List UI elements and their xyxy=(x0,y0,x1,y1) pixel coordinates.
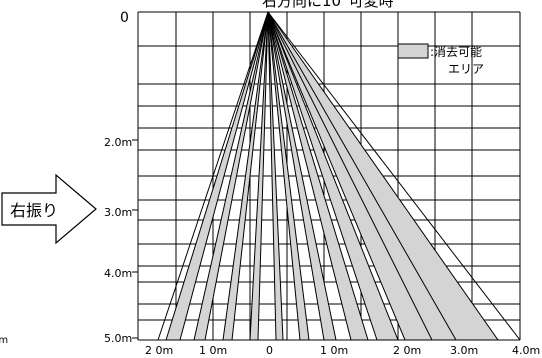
detection-zone xyxy=(165,11,269,341)
detection-zones xyxy=(157,11,521,341)
legend-label-line2: エリア xyxy=(448,62,484,76)
right-swing-arrow: 右振り xyxy=(1,173,97,245)
detection-zone xyxy=(267,11,499,341)
detection-zone xyxy=(249,11,269,341)
x-label-20m-right: 2 0m xyxy=(393,344,421,357)
y-label-2m: 2.0m xyxy=(104,136,132,149)
x-label-20m-left: 2 0m xyxy=(145,344,173,357)
legend: :消去可能 エリア xyxy=(397,43,484,76)
diagram-title: 右方向に10°可変時 xyxy=(262,0,394,10)
zone-boundary-line xyxy=(267,11,521,341)
y-label-5m: 5.0m xyxy=(104,332,132,345)
detection-zone xyxy=(267,11,284,341)
detection-zone xyxy=(267,11,369,341)
legend-label-line1: :消去可能 xyxy=(430,45,482,59)
legend-swatch xyxy=(397,43,429,59)
detection-zone xyxy=(193,11,269,341)
x-label-10m-right: 1 0m xyxy=(320,344,348,357)
arrow-label: 右振り xyxy=(10,201,58,220)
origin-label: 0 xyxy=(120,10,129,26)
y-label-4m: 4.0m xyxy=(104,267,132,280)
x-label-0: 0 xyxy=(266,344,273,357)
x-label-10m-left: 1 0m xyxy=(199,344,227,357)
detection-zone xyxy=(267,11,399,341)
arrow-icon xyxy=(1,173,97,245)
detection-zone xyxy=(222,11,269,341)
detection-zone xyxy=(267,11,337,341)
zone-boundary-line xyxy=(157,11,269,341)
x-label-40m: 4.0m xyxy=(512,344,540,357)
left-edge-label: 0m xyxy=(0,335,8,346)
detection-zone xyxy=(267,11,310,341)
y-label-3m: 3.0m xyxy=(104,206,132,219)
x-label-30m: 3.0m xyxy=(450,344,478,357)
